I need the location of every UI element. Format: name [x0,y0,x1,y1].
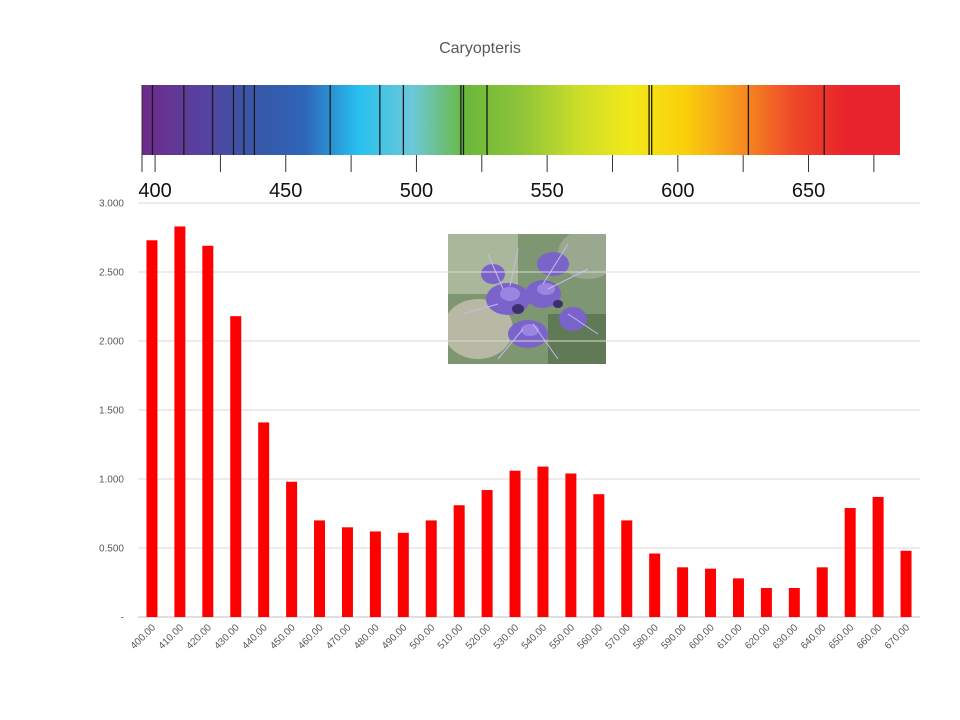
x-tick-label: 500.00 [408,622,438,652]
bar [844,507,856,617]
bar [732,578,744,617]
bar [258,422,270,617]
x-tick-label: 650.00 [827,622,857,652]
x-tick-label: 580.00 [631,622,661,652]
spectrum-label: 400 [138,180,171,202]
x-tick-label: 480.00 [352,622,382,652]
bar [872,496,884,617]
bar [481,490,493,617]
bar [593,494,605,617]
x-tick-label: 540.00 [520,622,550,652]
x-tick-label: 450.00 [268,622,298,652]
bar [341,527,353,617]
bar [174,226,186,617]
x-tick-label: 470.00 [324,622,354,652]
bar [286,481,298,617]
x-tick-label: 520.00 [464,622,494,652]
bar [314,520,326,617]
spectrum-label: 500 [400,180,433,202]
x-tick-label: 410.00 [157,622,187,652]
spectrum-label: 550 [530,180,563,202]
spectrum-label: 600 [661,180,694,202]
x-tick-label: 440.00 [240,622,270,652]
x-tick-label: 460.00 [296,622,326,652]
x-tick-label: 490.00 [380,622,410,652]
x-tick-label: 630.00 [771,622,801,652]
x-tick-label: 570.00 [603,622,633,652]
x-tick-label: 620.00 [743,622,773,652]
bar [788,588,800,617]
y-tick-label: 1.500 [99,406,124,417]
bar [677,567,689,617]
x-tick-label: 400.00 [129,622,159,652]
bar [202,245,214,617]
y-tick-label: 3.000 [99,199,124,210]
x-tick-label: 660.00 [855,622,885,652]
x-tick-label: 610.00 [715,622,745,652]
bar [369,531,381,617]
y-tick-label: - [121,613,124,624]
x-tick-label: 420.00 [185,622,215,652]
spectrum-label: 450 [269,180,302,202]
bar [900,550,912,617]
bar [509,470,521,617]
spectrum-label: 650 [792,180,825,202]
x-tick-label: 510.00 [436,622,466,652]
bar [705,568,717,617]
chart-title: Caryopteris [439,40,521,57]
x-tick-label: 550.00 [548,622,578,652]
x-tick-label: 530.00 [492,622,522,652]
spectrum-gradient [142,85,900,155]
y-tick-label: 2.500 [99,268,124,279]
bar [760,588,772,617]
x-tick-label: 600.00 [687,622,717,652]
bar [425,520,437,617]
caryopteris-photo [448,234,606,364]
visible-spectrum-bar: 400 450 500 550 600 650 [138,85,900,202]
bar [816,567,828,617]
x-tick-label: 430.00 [212,622,242,652]
bar [453,505,465,617]
bar [397,532,409,617]
x-tick-label: 590.00 [659,622,689,652]
y-tick-label: 1.000 [99,475,124,486]
x-tick-label: 670.00 [883,622,913,652]
y-tick-label: 0.500 [99,544,124,555]
x-tick-label: 560.00 [576,622,606,652]
bar [649,553,661,617]
bar [621,520,633,617]
x-tick-label: 640.00 [799,622,829,652]
bar [230,316,242,617]
bar [146,240,158,617]
y-tick-label: 2.000 [99,337,124,348]
bar [537,466,549,617]
bar [565,473,577,617]
